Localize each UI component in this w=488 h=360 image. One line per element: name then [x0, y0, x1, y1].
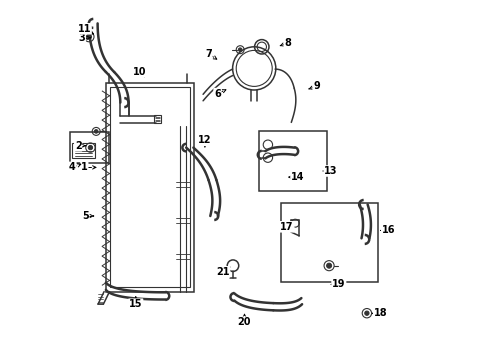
- Bar: [69, 132, 109, 163]
- Circle shape: [326, 263, 331, 268]
- Text: 16: 16: [381, 225, 394, 235]
- Text: 1: 1: [81, 162, 87, 172]
- Bar: [280, 203, 377, 282]
- Circle shape: [364, 311, 368, 315]
- Bar: [110, 87, 189, 287]
- Bar: [258, 131, 326, 191]
- Text: 21: 21: [216, 267, 229, 277]
- Text: 3: 3: [78, 33, 85, 43]
- Text: 7: 7: [204, 49, 211, 59]
- Bar: [106, 83, 194, 292]
- Text: 15: 15: [129, 299, 142, 309]
- Text: 8: 8: [284, 38, 290, 48]
- Text: 9: 9: [312, 81, 319, 91]
- Text: 6: 6: [214, 89, 221, 99]
- Text: 4: 4: [69, 162, 76, 172]
- Text: 10: 10: [132, 67, 146, 77]
- Bar: [72, 143, 95, 158]
- Text: 20: 20: [237, 317, 251, 327]
- Text: 19: 19: [331, 279, 345, 289]
- Circle shape: [88, 145, 92, 150]
- Text: 12: 12: [198, 135, 211, 145]
- Text: 5: 5: [82, 211, 89, 221]
- Circle shape: [238, 48, 242, 51]
- Circle shape: [94, 130, 98, 133]
- Text: 14: 14: [290, 172, 304, 182]
- Text: 18: 18: [373, 308, 386, 318]
- Text: 13: 13: [324, 166, 337, 176]
- Text: 11: 11: [78, 24, 91, 34]
- Circle shape: [86, 34, 91, 39]
- Bar: [153, 115, 161, 123]
- Text: 2: 2: [75, 141, 81, 151]
- Text: 17: 17: [280, 222, 293, 232]
